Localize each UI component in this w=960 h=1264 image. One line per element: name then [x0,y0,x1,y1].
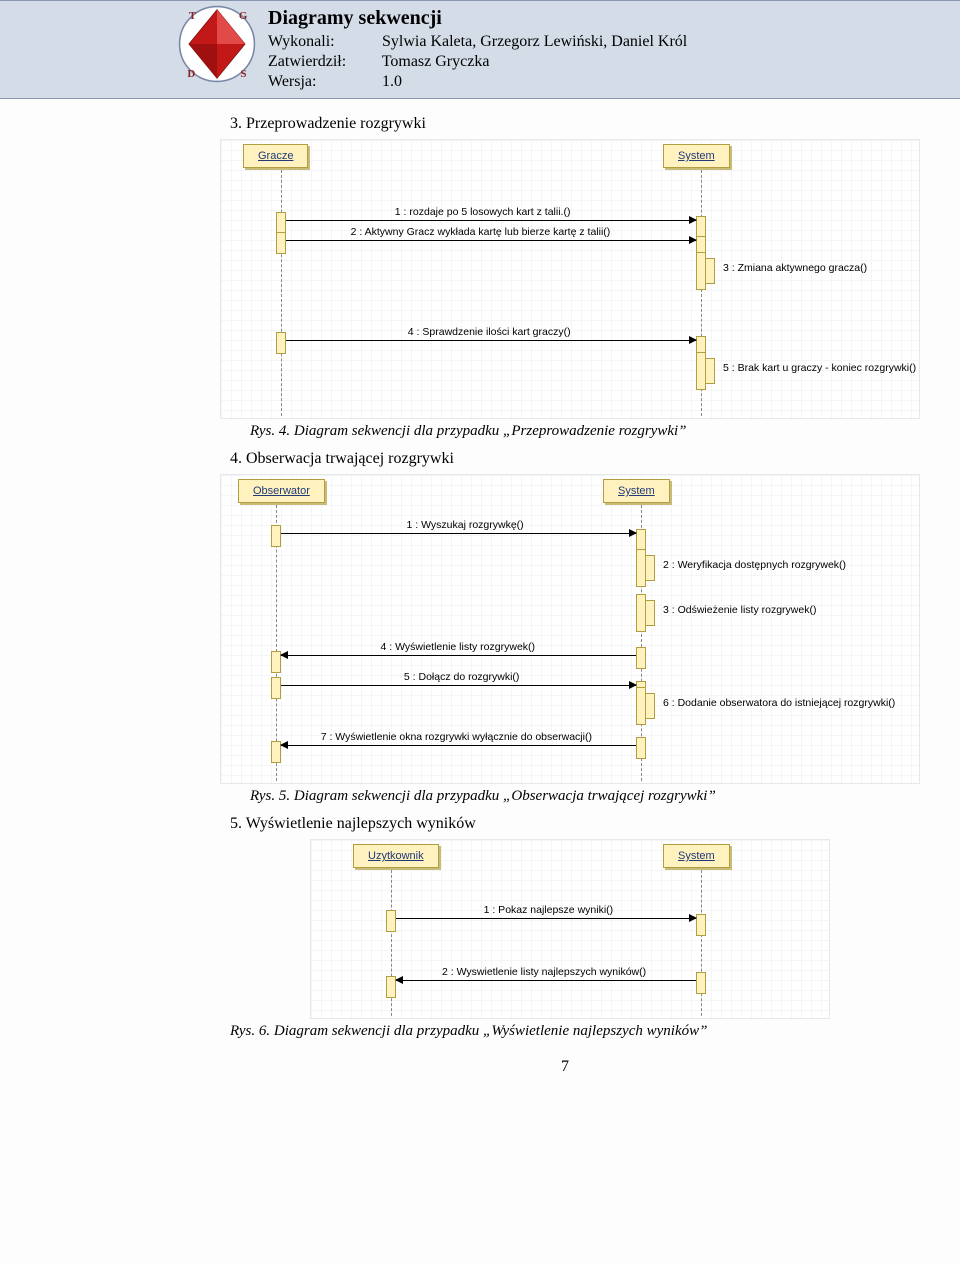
activation-bar [696,216,706,238]
activation-bar [705,258,715,284]
section-title-text: Obserwacja trwającej rozgrywki [246,450,454,467]
section-number: 4. [230,450,242,467]
activation-bar [636,549,646,587]
lifeline-head: Obserwator [238,479,325,503]
sequence-diagram-3: Gracze System 1 : rozdaje po 5 losowych ka… [220,139,920,419]
activation-bar [645,693,655,719]
activation-bar [636,687,646,725]
message-label: 6 : Dodanie obserwatora do istniejącej r… [663,697,895,709]
message-label: 2 : Wyswietlenie listy najlepszych wynik… [442,966,646,978]
activation-bar [636,737,646,759]
meta-row-authors: Wykonali: Sylwia Kaleta, Grzegorz Lewińs… [268,32,687,52]
message-label: 7 : Wyświetlenie okna rozgrywki wyłączni… [321,731,592,743]
figure-caption-6: Rys. 6. Diagram sekwencji dla przypadku … [230,1023,900,1040]
meta-label: Wersja: [268,72,378,92]
activation-bar [276,232,286,254]
meta-value: Sylwia Kaleta, Grzegorz Lewiński, Daniel… [382,33,687,50]
meta-label: Zatwierdził: [268,52,378,72]
message-label: 2 : Weryfikacja dostępnych rozgrywek() [663,559,846,571]
figure-caption-4: Rys. 4. Diagram sekwencji dla przypadku … [250,423,900,440]
section-title-text: Wyświetlenie najlepszych wyników [246,815,476,832]
activation-bar [696,914,706,936]
meta-label: Wykonali: [268,32,378,52]
section-heading-5: 5. Wyświetlenie najlepszych wyników [230,815,900,833]
svg-text:D: D [187,68,195,80]
message-label: 4 : Wyświetlenie listy rozgrywek() [381,641,536,653]
svg-text:T: T [189,10,197,22]
message-label: 4 : Sprawdzenie ilości kart graczy() [408,326,571,338]
activation-bar [705,358,715,384]
page-content: 3. Przeprowadzenie rozgrywki Gracze Syste… [0,99,960,1106]
message-label: 5 : Brak kart u graczy - koniec rozgrywk… [723,362,916,374]
lifeline-head: System [663,144,730,168]
activation-bar [276,212,286,234]
header-text-block: Diagramy sekwencji Wykonali: Sylwia Kale… [268,5,687,92]
lifeline [701,870,702,1016]
message-arrow [286,340,696,341]
logo-diamond: T G D S [178,5,256,83]
lifeline-head: System [663,844,730,868]
activation-bar [271,677,281,699]
message-label: 1 : rozdaje po 5 losowych kart z talii.(… [395,206,571,218]
meta-row-version: Wersja: 1.0 [268,72,687,92]
activation-bar [645,600,655,626]
section-number: 3. [230,115,242,132]
lifeline-head: Gracze [243,144,308,168]
message-label: 1 : Pokaz najlepsze wyniki() [484,904,614,916]
meta-row-approved: Zatwierdził: Tomasz Gryczka [268,52,687,72]
section-heading-3: 3. Przeprowadzenie rozgrywki [230,115,900,133]
document-title: Diagramy sekwencji [268,7,687,30]
message-label: 5 : Dołącz do rozgrywki() [404,671,520,683]
activation-bar [696,352,706,390]
message-arrow [281,533,636,534]
section-title-text: Przeprowadzenie rozgrywki [246,115,426,132]
message-arrow [281,745,636,746]
svg-text:G: G [239,10,248,22]
activation-bar [636,594,646,632]
message-arrow [286,220,696,221]
activation-bar [271,525,281,547]
message-label: 3 : Zmiana aktywnego gracza() [723,262,867,274]
activation-bar [645,555,655,581]
message-arrow [286,240,696,241]
section-number: 5. [230,815,242,832]
activation-bar [386,910,396,932]
message-arrow [281,655,636,656]
activation-bar [636,647,646,669]
message-arrow [281,685,636,686]
message-label: 2 : Aktywny Gracz wykłada kartę lub bier… [351,226,611,238]
svg-text:S: S [240,68,246,80]
sequence-diagram-4: Obserwator System 1 : Wyszukaj rozgrywkę()… [220,474,920,784]
activation-bar [696,972,706,994]
lifeline-head: Uzytkownik [353,844,439,868]
activation-bar [636,529,646,551]
activation-bar [696,252,706,290]
section-heading-4: 4. Obserwacja trwającej rozgrywki [230,450,900,468]
activation-bar [276,332,286,354]
page-number: 7 [230,1058,900,1076]
figure-caption-5: Rys. 5. Diagram sekwencji dla przypadku … [250,788,900,805]
document-header: T G D S Diagramy sekwencji Wykonali: Syl… [0,0,960,99]
lifeline [281,170,282,416]
message-label: 3 : Odświeżenie listy rozgrywek() [663,604,816,616]
message-arrow [396,918,696,919]
meta-value: Tomasz Gryczka [382,53,490,70]
sequence-diagram-5: Uzytkownik System 1 : Pokaz najlepsze wyni… [310,839,830,1019]
lifeline-head: System [603,479,670,503]
message-arrow [396,980,696,981]
meta-value: 1.0 [382,73,402,90]
message-label: 1 : Wyszukaj rozgrywkę() [407,519,524,531]
